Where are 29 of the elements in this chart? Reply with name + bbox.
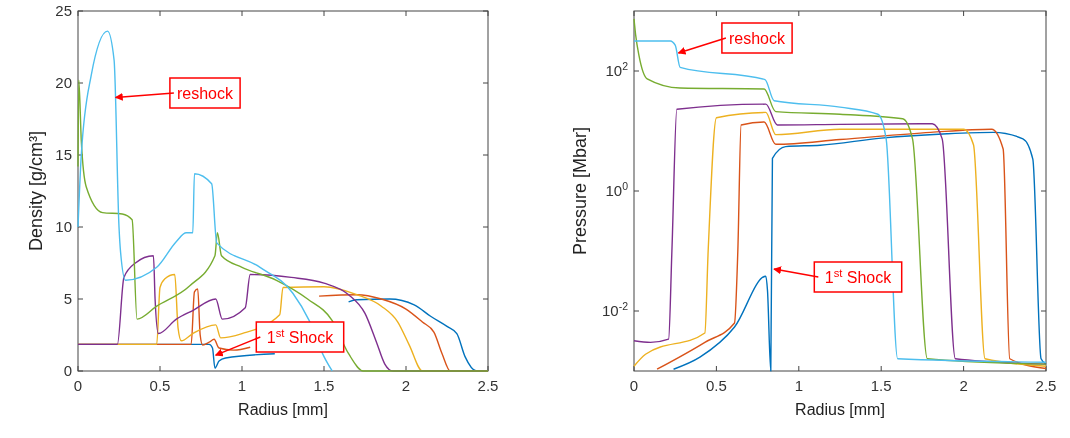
x-tick-label: 1.5: [870, 377, 892, 394]
y-axis-title: Pressure [Mbar]: [570, 126, 590, 256]
y-tick-label: 10$^{-2}$: [601, 300, 629, 319]
x-tick-label: 1: [237, 377, 247, 394]
y-tick-label: 0: [63, 362, 72, 379]
y-tick-label: 10: [55, 218, 72, 235]
x-tick-label: 1: [794, 377, 803, 394]
line-series: [77, 79, 489, 372]
x-axis-title: Radius [mm]: [238, 401, 328, 418]
x-tick-label: 2: [959, 377, 968, 394]
y-tick-label: 15: [55, 146, 72, 163]
x-tick-label: 2: [401, 377, 411, 394]
annotation: reshock: [728, 30, 787, 47]
annotation: 1$^{st}$ Shock: [824, 267, 893, 286]
annotation: reshock: [176, 85, 235, 102]
y-tick-label: 20: [55, 74, 72, 91]
x-tick-label: 0.5: [149, 377, 171, 394]
y-tick-label: 10$^{0}$: [605, 180, 629, 199]
line-series: [77, 30, 333, 372]
y-tick-label: 5: [63, 290, 72, 307]
x-axis-title: Radius [mm]: [795, 401, 885, 418]
annotation: 1$^{st}$ Shock: [266, 327, 335, 346]
x-tick-label: 0.5: [705, 377, 727, 394]
x-tick-label: 2.5: [1035, 377, 1057, 394]
x-tick-label: 2.5: [477, 377, 499, 394]
y-tick-label: 25: [55, 2, 72, 19]
y-axis-title: Density [g/cm³]: [26, 130, 46, 252]
x-tick-label: 1.5: [313, 377, 335, 394]
y-tick-label: 10$^{2}$: [605, 60, 629, 79]
